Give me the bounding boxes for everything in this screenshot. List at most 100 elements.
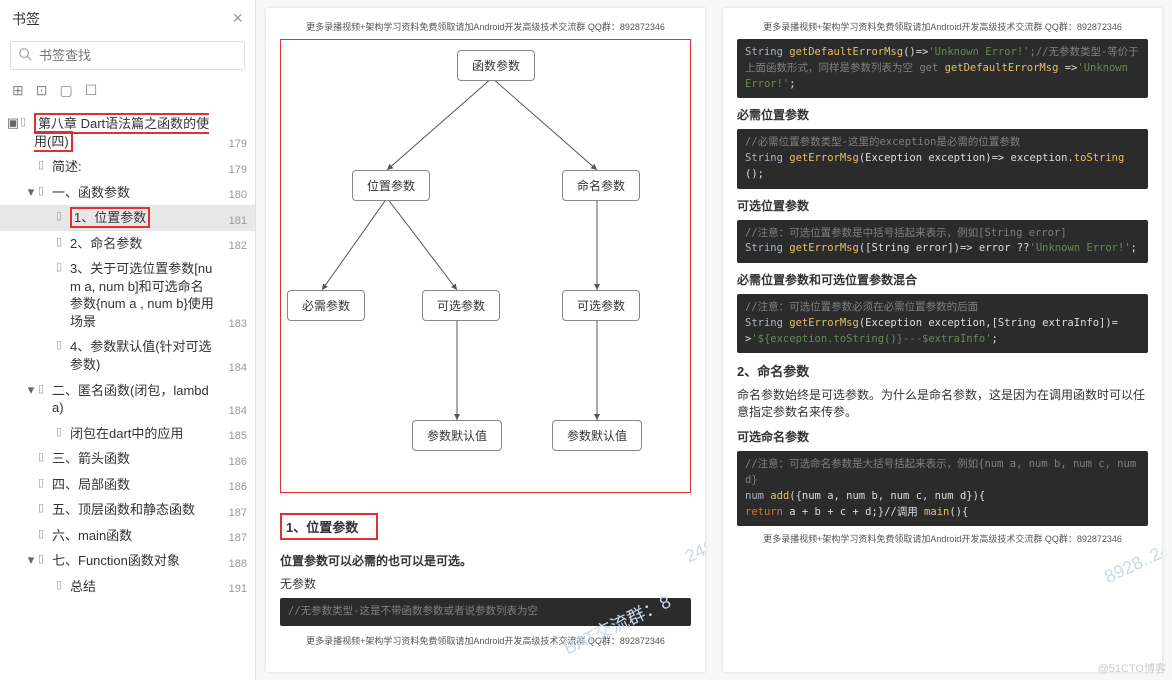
- bookmark-page: 179: [219, 164, 247, 176]
- section-heading: 必需位置参数: [737, 106, 1148, 123]
- page-header: 更多录播视频+架构学习资料免费领取请加Android开发高级技术交流群 QQ群：…: [280, 20, 691, 33]
- flow-node: 参数默认值: [412, 420, 502, 451]
- section-heading: 1、位置参数: [280, 513, 378, 540]
- bookmark-label: 七、Function函数对象: [52, 552, 219, 570]
- bookmark-label: 四、局部函数: [52, 476, 219, 494]
- flow-node: 可选参数: [562, 290, 640, 321]
- bookmark-glyph-icon: ▯: [56, 235, 70, 248]
- bookmark-page: 179: [219, 138, 247, 150]
- bookmark-label: 4、参数默认值(针对可选参数): [70, 338, 219, 373]
- code-block: //注意：可选位置参数是中括号括起来表示，例如[String error] St…: [737, 220, 1148, 264]
- bookmark-item[interactable]: ▯六、main函数187: [0, 523, 255, 549]
- bookmark-label: 总结: [70, 578, 219, 596]
- paragraph: 位置参数可以必需的也可以是可选。: [280, 552, 691, 569]
- document-viewport: 更多录播视频+架构学习资料免费领取请加Android开发高级技术交流群 QQ群：…: [256, 0, 1172, 680]
- bookmark-glyph-icon: ▯: [56, 425, 70, 438]
- watermark: @51CTO博客: [1098, 660, 1166, 676]
- bookmark-page: 185: [219, 430, 247, 442]
- bookmark-label: 第八章 Dart语法篇之函数的使用(四): [34, 115, 219, 150]
- section-heading: 可选命名参数: [737, 428, 1148, 445]
- flow-node: 必需参数: [287, 290, 365, 321]
- sidebar-toolbar: ⊞ ⊡ ▢ ☐: [0, 76, 255, 107]
- bookmark-glyph-icon: ▯: [56, 338, 70, 351]
- sub-heading: 无参数: [280, 575, 691, 592]
- flow-node: 位置参数: [352, 170, 430, 201]
- bookmark-glyph-icon: ▯: [38, 382, 52, 395]
- search-icon: [18, 47, 32, 64]
- bookmark-item[interactable]: ▯简述:179: [0, 154, 255, 180]
- bookmark-glyph-icon: ▯: [56, 209, 70, 222]
- sidebar-title: 书签: [12, 9, 40, 29]
- bookmark-item[interactable]: ▾▯一、函数参数180: [0, 180, 255, 206]
- bookmark-glyph-icon: ▯: [38, 527, 52, 540]
- page-footer: 更多录播视频+架构学习资料免费领取请加Android开发高级技术交流群 QQ群：…: [280, 634, 691, 647]
- code-block: //必需位置参数类型-这里的exception是必需的位置参数 String g…: [737, 129, 1148, 188]
- bookmark-label: 三、箭头函数: [52, 450, 219, 468]
- flowchart-box: 函数参数位置参数 命名参数必需参数 可选参数 可选参数参数默认值 参数默认值: [280, 39, 691, 493]
- bookmark-label: 3、关于可选位置参数[num a, num b]和可选命名参数{num a , …: [70, 260, 219, 330]
- page-left: 更多录播视频+架构学习资料免费领取请加Android开发高级技术交流群 QQ群：…: [266, 8, 705, 672]
- bookmark-item[interactable]: ▣▯第八章 Dart语法篇之函数的使用(四)179: [0, 111, 255, 154]
- bookmark-page: 187: [219, 532, 247, 544]
- bookmark-label: 二、匿名函数(闭包，lambda): [52, 382, 219, 417]
- add-bookmark-icon[interactable]: ⊞: [12, 82, 24, 99]
- bookmark-page: 191: [219, 583, 247, 595]
- bookmark-page: 187: [219, 507, 247, 519]
- twisty-icon[interactable]: ▾: [24, 552, 38, 568]
- bookmark-page: 188: [219, 558, 247, 570]
- flow-node: 可选参数: [422, 290, 500, 321]
- bookmark-glyph-icon: ▯: [38, 450, 52, 463]
- bookmark-glyph-icon: ▯: [38, 184, 52, 197]
- bookmark-page: 186: [219, 456, 247, 468]
- bookmark-outline-icon[interactable]: ☐: [85, 82, 98, 99]
- page-footer: 更多录播视频+架构学习资料免费领取请加Android开发高级技术交流群 QQ群：…: [737, 532, 1148, 545]
- page-header: 更多录播视频+架构学习资料免费领取请加Android开发高级技术交流群 QQ群：…: [737, 20, 1148, 33]
- close-icon[interactable]: ×: [232, 8, 243, 29]
- bookmark-glyph-icon: ▯: [38, 552, 52, 565]
- code-block: //无参数类型-这是不带函数参数或者说参数列表为空: [280, 598, 691, 626]
- code-block: //注意：可选位置参数必须在必需位置参数的后面 String getErrorM…: [737, 294, 1148, 353]
- bookmark-tree: ▣▯第八章 Dart语法篇之函数的使用(四)179▯简述:179▾▯一、函数参数…: [0, 107, 255, 680]
- page-right: 更多录播视频+架构学习资料免费领取请加Android开发高级技术交流群 QQ群：…: [723, 8, 1162, 672]
- bookmark-page: 180: [219, 189, 247, 201]
- bookmark-page: 181: [219, 215, 247, 227]
- twisty-icon[interactable]: ▾: [24, 382, 38, 398]
- flow-node: 命名参数: [562, 170, 640, 201]
- bookmark-glyph-icon: ▯: [38, 476, 52, 489]
- bookmark-item[interactable]: ▯总结191: [0, 574, 255, 600]
- add-folder-icon[interactable]: ⊡: [36, 82, 48, 99]
- bookmark-page: 186: [219, 481, 247, 493]
- bookmark-glyph-icon: ▯: [56, 260, 70, 273]
- bookmark-item[interactable]: ▯三、箭头函数186: [0, 446, 255, 472]
- bookmark-label: 简述:: [52, 158, 219, 176]
- bookmark-label: 一、函数参数: [52, 184, 219, 202]
- bookmark-item[interactable]: ▯四、局部函数186: [0, 472, 255, 498]
- flow-node: 参数默认值: [552, 420, 642, 451]
- code-block: //注意：可选命名参数是大括号括起来表示，例如{num a, num b, nu…: [737, 451, 1148, 526]
- bookmark-label: 1、位置参数: [70, 209, 219, 227]
- bookmark-item[interactable]: ▯4、参数默认值(针对可选参数)184: [0, 334, 255, 377]
- bookmark-item[interactable]: ▾▯二、匿名函数(闭包，lambda)184: [0, 378, 255, 421]
- bookmark-page: 184: [219, 405, 247, 417]
- search-input[interactable]: [10, 41, 245, 70]
- bookmark-glyph-icon: ▯: [56, 578, 70, 591]
- bookmark-item[interactable]: ▯3、关于可选位置参数[num a, num b]和可选命名参数{num a ,…: [0, 256, 255, 334]
- bookmark-icon[interactable]: ▢: [59, 82, 72, 99]
- bookmark-page: 182: [219, 240, 247, 252]
- section-heading: 可选位置参数: [737, 197, 1148, 214]
- bookmark-page: 184: [219, 362, 247, 374]
- bookmark-item[interactable]: ▯2、命名参数182: [0, 231, 255, 257]
- code-block: String getDefaultErrorMsg()=>'Unknown Er…: [737, 39, 1148, 98]
- paragraph: 命名参数始终是可选参数。为什么是命名参数，这是因为在调用函数时可以任意指定参数名…: [737, 386, 1148, 420]
- twisty-icon[interactable]: ▾: [24, 184, 38, 200]
- bookmark-label: 2、命名参数: [70, 235, 219, 253]
- bookmark-item[interactable]: ▾▯七、Function函数对象188: [0, 548, 255, 574]
- bookmark-page: 183: [219, 318, 247, 330]
- section-heading: 2、命名参数: [737, 361, 1148, 380]
- flow-node: 函数参数: [457, 50, 535, 81]
- bookmark-item[interactable]: ▯1、位置参数181: [0, 205, 255, 231]
- twisty-icon[interactable]: ▣: [6, 115, 20, 131]
- bookmark-item[interactable]: ▯闭包在dart中的应用185: [0, 421, 255, 447]
- bookmark-label: 六、main函数: [52, 527, 219, 545]
- bookmark-item[interactable]: ▯五、顶层函数和静态函数187: [0, 497, 255, 523]
